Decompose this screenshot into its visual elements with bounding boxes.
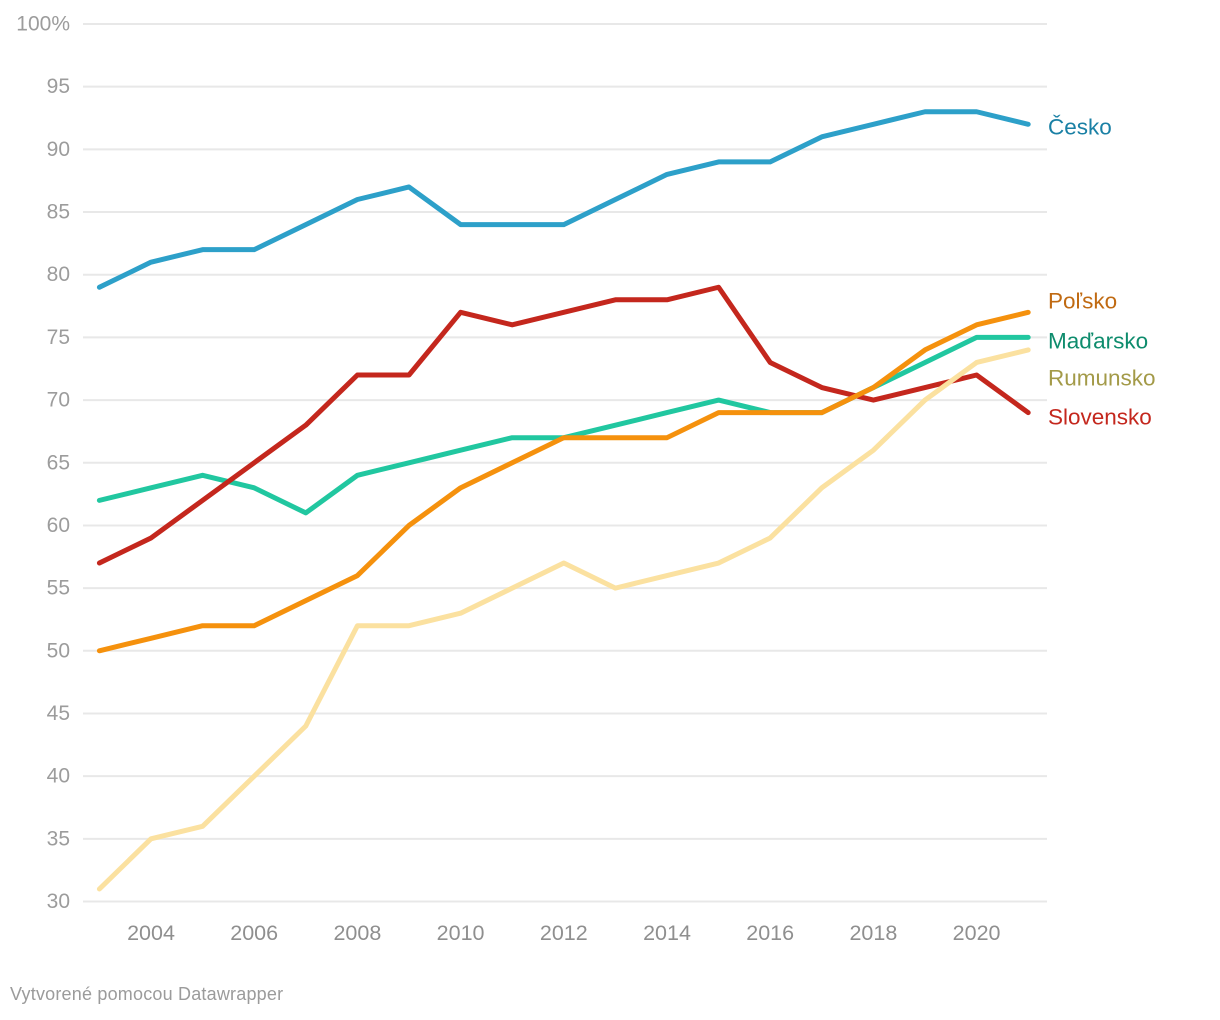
x-axis-label: 2014 — [643, 921, 691, 945]
y-axis-label: 60 — [47, 514, 70, 537]
y-axis-label: 65 — [47, 451, 70, 474]
x-axis-label: 2004 — [127, 921, 175, 945]
y-axis-label: 75 — [47, 326, 70, 349]
x-axis-label: 2016 — [746, 921, 794, 945]
series-label-Slovensko: Slovensko — [1048, 405, 1152, 430]
y-axis-label: 85 — [47, 201, 70, 224]
y-axis-label: 45 — [47, 702, 70, 725]
series-line-Česko — [96, 109, 1031, 290]
y-axis-label: 100% — [16, 13, 70, 36]
x-axis-label: 2010 — [437, 921, 485, 945]
series-label-Rumunsko: Rumunsko — [1048, 366, 1156, 391]
y-axis-label: 55 — [47, 577, 70, 600]
series-line-Poľsko — [96, 309, 1031, 654]
y-axis-label: 40 — [47, 765, 70, 788]
x-axis-label: 2018 — [849, 921, 897, 945]
y-axis-label: 95 — [47, 75, 70, 98]
series-line-Slovensko — [96, 284, 1031, 566]
y-axis-label: 30 — [47, 890, 70, 913]
y-axis-label: 80 — [47, 263, 70, 286]
x-axis-label: 2008 — [333, 921, 381, 945]
footer-credit-link[interactable]: Vytvorené pomocou Datawrapper — [10, 984, 284, 1004]
series-line-Rumunsko — [96, 347, 1031, 892]
x-axis-label: 2006 — [230, 921, 278, 945]
x-axis-label: 2020 — [953, 921, 1001, 945]
series-label-Maďarsko: Maďarsko — [1048, 329, 1148, 354]
line-chart: 100% 95 90 85 80 75 70 65 60 55 50 45 40 35 30 2004 2006… — [16, 13, 1156, 946]
series-line-Maďarsko — [96, 334, 1031, 516]
y-axis-label: 50 — [47, 639, 70, 662]
y-axis-label: 90 — [47, 138, 70, 161]
y-axis-label: 70 — [47, 389, 70, 412]
series-label-Česko: Česko — [1048, 115, 1112, 140]
x-axis-label: 2012 — [540, 921, 588, 945]
y-axis-label: 35 — [47, 827, 70, 850]
series-label-Poľsko: Poľsko — [1048, 289, 1117, 314]
